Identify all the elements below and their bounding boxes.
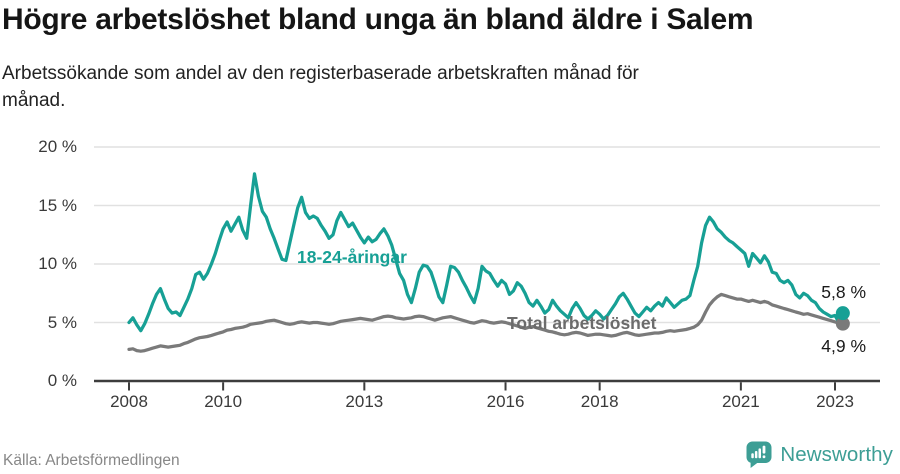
chart-title: Högre arbetslöshet bland unga än bland ä… [2, 3, 754, 36]
newsworthy-logo[interactable]: Newsworthy [745, 440, 893, 469]
end-value-label-total: 4,9 % [821, 336, 866, 356]
series-end-dot-youth [835, 306, 850, 321]
source-credit: Källa: Arbetsförmedlingen [3, 452, 180, 469]
series-line-total [127, 292, 845, 353]
chart-subtitle: Arbetssökande som andel av den registerb… [2, 63, 639, 111]
newsworthy-bubble-chart-icon [745, 440, 773, 469]
series-line-youth [127, 172, 845, 333]
newsworthy-wordmark: Newsworthy [780, 442, 893, 466]
series-end-dot-total [835, 316, 850, 331]
end-value-label-youth: 5,8 % [821, 282, 866, 302]
